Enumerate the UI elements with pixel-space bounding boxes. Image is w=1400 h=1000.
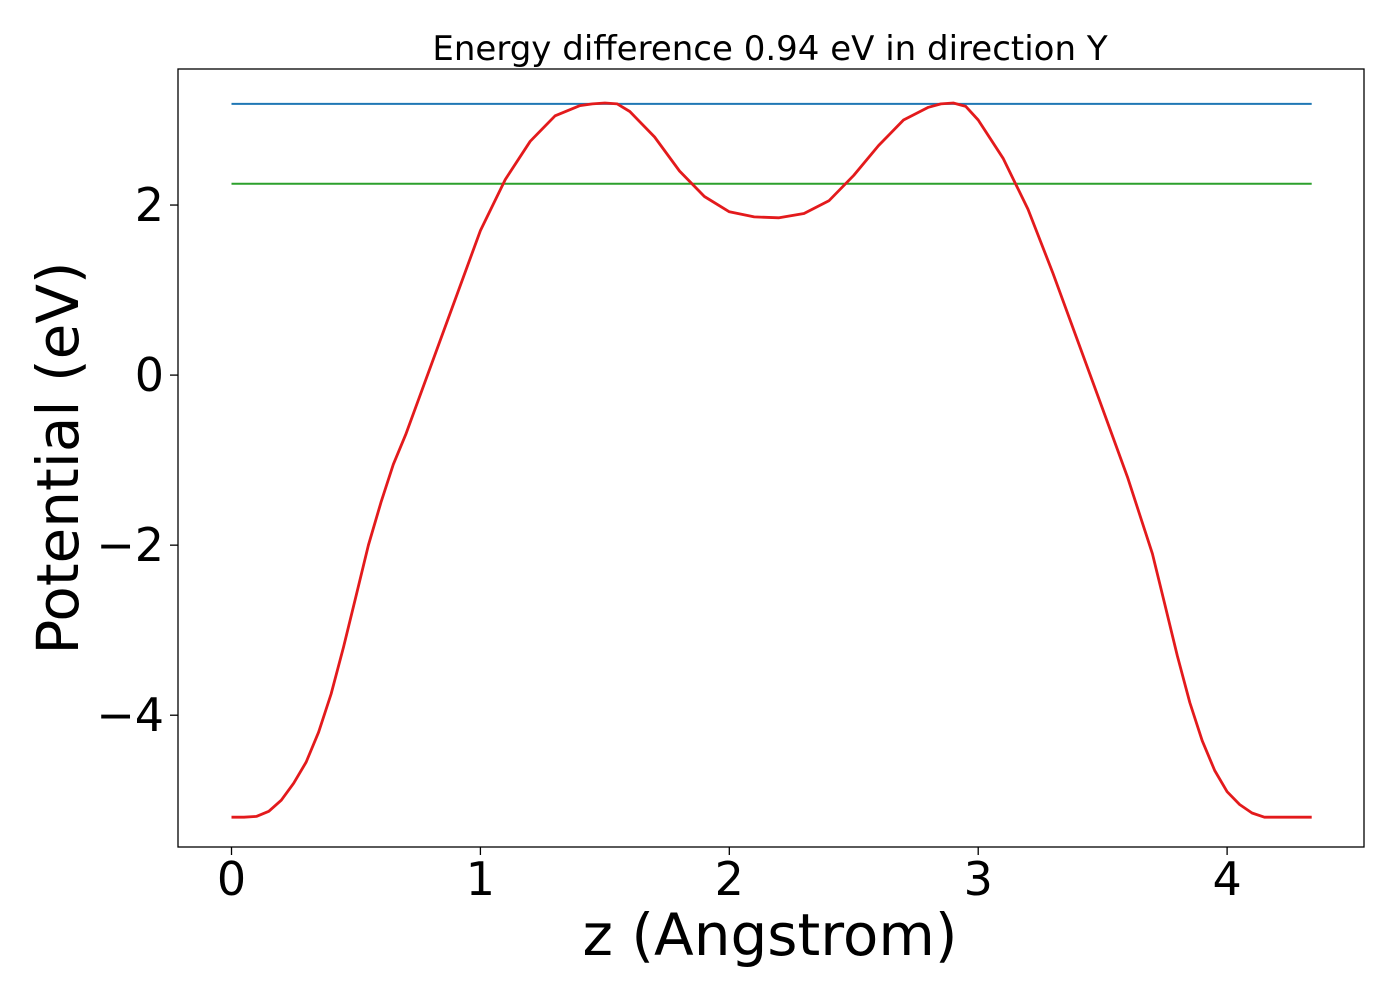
x-axis-label: z (Angstrom) <box>583 901 958 969</box>
y-tick-label: 0 <box>135 348 164 402</box>
y-axis-ticks: −4 −2 0 2 <box>96 178 178 742</box>
x-axis-ticks: 0 1 2 3 4 <box>217 847 1242 906</box>
y-tick-label: 2 <box>135 178 164 232</box>
y-axis-label: Potential (eV) <box>24 261 92 654</box>
x-tick-label: 0 <box>217 852 246 906</box>
y-tick-label: −4 <box>96 688 164 742</box>
x-tick-label: 3 <box>964 852 993 906</box>
x-tick-label: 1 <box>466 852 495 906</box>
series-layer <box>231 101 1312 819</box>
y-tick-label: −2 <box>96 518 164 572</box>
plot-frame <box>177 68 1365 848</box>
chart-title: Energy difference 0.94 eV in direction Y <box>432 29 1107 69</box>
x-tick-label: 2 <box>715 852 744 906</box>
series-line-2 <box>231 101 1312 819</box>
x-tick-label: 4 <box>1212 852 1241 906</box>
